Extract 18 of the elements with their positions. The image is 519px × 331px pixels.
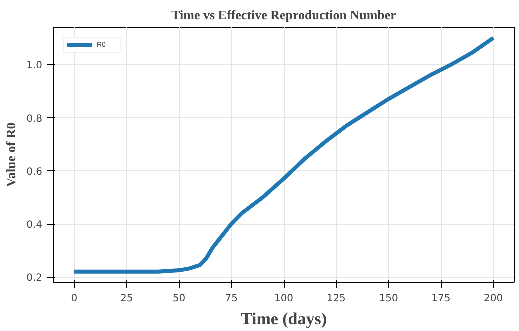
y-tick-label: 0.8 xyxy=(26,114,43,125)
y-tick-label: 1.0 xyxy=(26,60,43,72)
chart-title: Time vs Effective Reproduction Number xyxy=(172,8,397,22)
x-tick-label: 125 xyxy=(326,294,346,304)
y-tick-label: 0.6 xyxy=(26,166,43,178)
x-tick-label: 100 xyxy=(274,294,294,304)
x-tick-label: 50 xyxy=(172,294,186,304)
x-tick-label: 150 xyxy=(379,294,398,304)
y-tick-label: 0.4 xyxy=(26,220,43,232)
x-tick-label: 25 xyxy=(120,294,134,304)
x-tick-label: 200 xyxy=(484,294,504,304)
line-series xyxy=(72,36,496,274)
x-tick-label: 0 xyxy=(71,294,78,304)
y-tick-label: 0.2 xyxy=(26,273,43,284)
x-tick-label: 175 xyxy=(432,294,451,304)
x-axis-title: Time (days) xyxy=(240,310,328,328)
x-tick-label: 75 xyxy=(225,294,238,304)
y-axis-title: Value of R0 xyxy=(4,122,19,188)
